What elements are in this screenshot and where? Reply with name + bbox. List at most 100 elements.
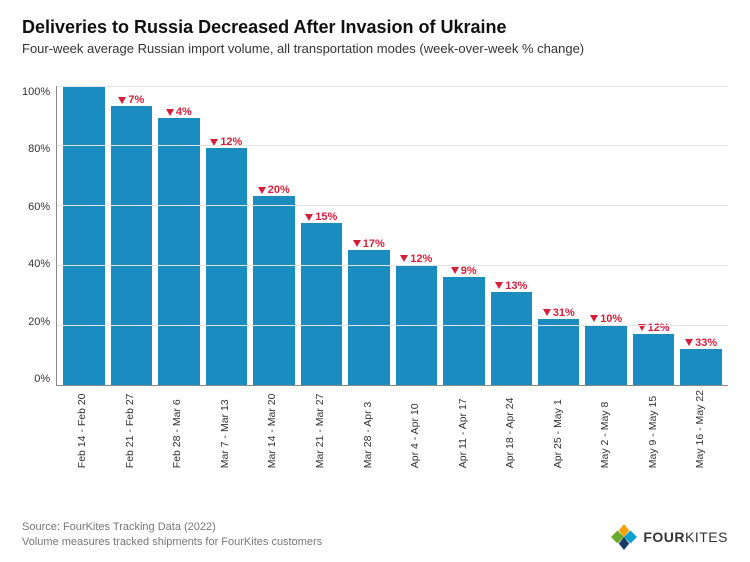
- bar: 15%: [301, 223, 342, 384]
- bar-slot: [63, 86, 104, 385]
- delta-value: 4%: [176, 106, 192, 118]
- delta-value: 17%: [363, 238, 385, 250]
- gridline: [57, 205, 728, 206]
- gridline: [57, 325, 728, 326]
- gridline: [57, 86, 728, 87]
- x-tick-label: Feb 14 - Feb 20: [77, 390, 89, 468]
- delta-label: 17%: [353, 238, 385, 250]
- bar: 20%: [253, 196, 294, 384]
- bar-slot: 33%: [680, 86, 721, 385]
- delta-label: 10%: [590, 313, 622, 325]
- delta-value: 12%: [410, 253, 432, 265]
- x-tick-label: May 9 - May 15: [648, 390, 660, 468]
- bar-slot: 4%: [158, 86, 199, 385]
- bar-slot: 9%: [443, 86, 484, 385]
- delta-label: 7%: [118, 94, 144, 106]
- x-tick-label: Apr 11 - Apr 17: [458, 390, 470, 468]
- down-triangle-icon: [118, 97, 126, 104]
- x-tick-label: Mar 21 - Mar 27: [315, 390, 327, 468]
- bar: 10%: [585, 325, 626, 385]
- bar: 12%: [206, 148, 247, 384]
- delta-value: 12%: [220, 136, 242, 148]
- y-axis: 100% 80% 60% 40% 20% 0%: [22, 86, 56, 386]
- bar-slot: 13%: [491, 86, 532, 385]
- bar-slot: 10%: [585, 86, 626, 385]
- bar-slot: 12%: [206, 86, 247, 385]
- delta-value: 10%: [600, 313, 622, 325]
- fourkites-logo-icon: [611, 524, 637, 550]
- chart-subtitle: Four-week average Russian import volume,…: [22, 41, 728, 56]
- x-tick-label: May 16 - May 22: [695, 390, 707, 468]
- bar: 31%: [538, 319, 579, 385]
- bar: 13%: [491, 292, 532, 385]
- bar-slot: 15%: [301, 86, 342, 385]
- y-tick-label: 20%: [28, 316, 50, 328]
- bar-slot: 31%: [538, 86, 579, 385]
- bar: 9%: [443, 277, 484, 385]
- delta-value: 9%: [461, 265, 477, 277]
- down-triangle-icon: [353, 240, 361, 247]
- chart-footer: Source: FourKites Tracking Data (2022) V…: [22, 520, 728, 550]
- x-tick-label: Mar 7 - Mar 13: [220, 390, 232, 468]
- chart-area: 100%80%60%40%20%0% 7%4%12%20%15%17%12%9%…: [22, 86, 728, 507]
- bar: 12%: [633, 334, 674, 385]
- chart-title: Deliveries to Russia Decreased After Inv…: [22, 16, 728, 39]
- bar-slot: 17%: [348, 86, 389, 385]
- x-tick-label: Feb 21 - Feb 27: [125, 390, 137, 468]
- bar-slot: 12%: [396, 86, 437, 385]
- bar: [63, 86, 104, 385]
- x-tick-label: Apr 4 - Apr 10: [410, 390, 422, 468]
- x-tick-label: May 2 - May 8: [600, 390, 612, 468]
- delta-value: 15%: [315, 211, 337, 223]
- x-tick-label: Feb 28 - Mar 6: [172, 390, 184, 468]
- brand-logo: FOURKITES: [611, 524, 728, 550]
- down-triangle-icon: [451, 267, 459, 274]
- gridline: [57, 145, 728, 146]
- gridline: [57, 265, 728, 266]
- plot-area: 7%4%12%20%15%17%12%9%13%31%10%12%33%: [56, 86, 728, 386]
- down-triangle-icon: [166, 109, 174, 116]
- y-tick-label: 80%: [28, 143, 50, 155]
- delta-label: 20%: [258, 184, 290, 196]
- delta-label: 13%: [495, 280, 527, 292]
- delta-value: 33%: [695, 337, 717, 349]
- bar: 17%: [348, 250, 389, 385]
- source-note: Source: FourKites Tracking Data (2022) V…: [22, 520, 322, 550]
- down-triangle-icon: [258, 187, 266, 194]
- brand-prefix: FOUR: [643, 529, 685, 545]
- bar: 7%: [111, 106, 152, 384]
- down-triangle-icon: [685, 339, 693, 346]
- down-triangle-icon: [400, 255, 408, 262]
- delta-value: 7%: [128, 94, 144, 106]
- x-tick-label: Apr 18 - Apr 24: [505, 390, 517, 468]
- bar: 33%: [680, 349, 721, 385]
- y-tick-label: 40%: [28, 258, 50, 270]
- delta-label: 33%: [685, 337, 717, 349]
- down-triangle-icon: [590, 315, 598, 322]
- x-axis: Feb 14 - Feb 20 Feb 21 - Feb 27 Feb 28 - M…: [56, 390, 728, 468]
- delta-value: 31%: [553, 307, 575, 319]
- x-tick-label: Apr 25 - May 1: [553, 390, 565, 468]
- x-tick-label: Mar 14 - Mar 20: [267, 390, 279, 468]
- delta-label: 15%: [305, 211, 337, 223]
- brand-suffix: KITES: [685, 529, 728, 545]
- delta-label: 4%: [166, 106, 192, 118]
- y-tick-label: 0%: [34, 373, 50, 385]
- source-line-1: Source: FourKites Tracking Data (2022): [22, 520, 322, 535]
- down-triangle-icon: [305, 214, 313, 221]
- bars-container: 7%4%12%20%15%17%12%9%13%31%10%12%33%: [57, 86, 728, 385]
- delta-value: 12%: [648, 322, 670, 334]
- bar-slot: 20%: [253, 86, 294, 385]
- bar: 4%: [158, 118, 199, 384]
- delta-value: 20%: [268, 184, 290, 196]
- delta-label: 12%: [638, 322, 670, 334]
- down-triangle-icon: [543, 309, 551, 316]
- delta-label: 9%: [451, 265, 477, 277]
- delta-label: 31%: [543, 307, 575, 319]
- delta-label: 12%: [400, 253, 432, 265]
- source-line-2: Volume measures tracked shipments for Fo…: [22, 535, 322, 550]
- y-tick-label: 60%: [28, 201, 50, 213]
- down-triangle-icon: [495, 282, 503, 289]
- y-tick-label: 100%: [22, 86, 50, 98]
- x-tick-label: Mar 28 - Apr 3: [363, 390, 375, 468]
